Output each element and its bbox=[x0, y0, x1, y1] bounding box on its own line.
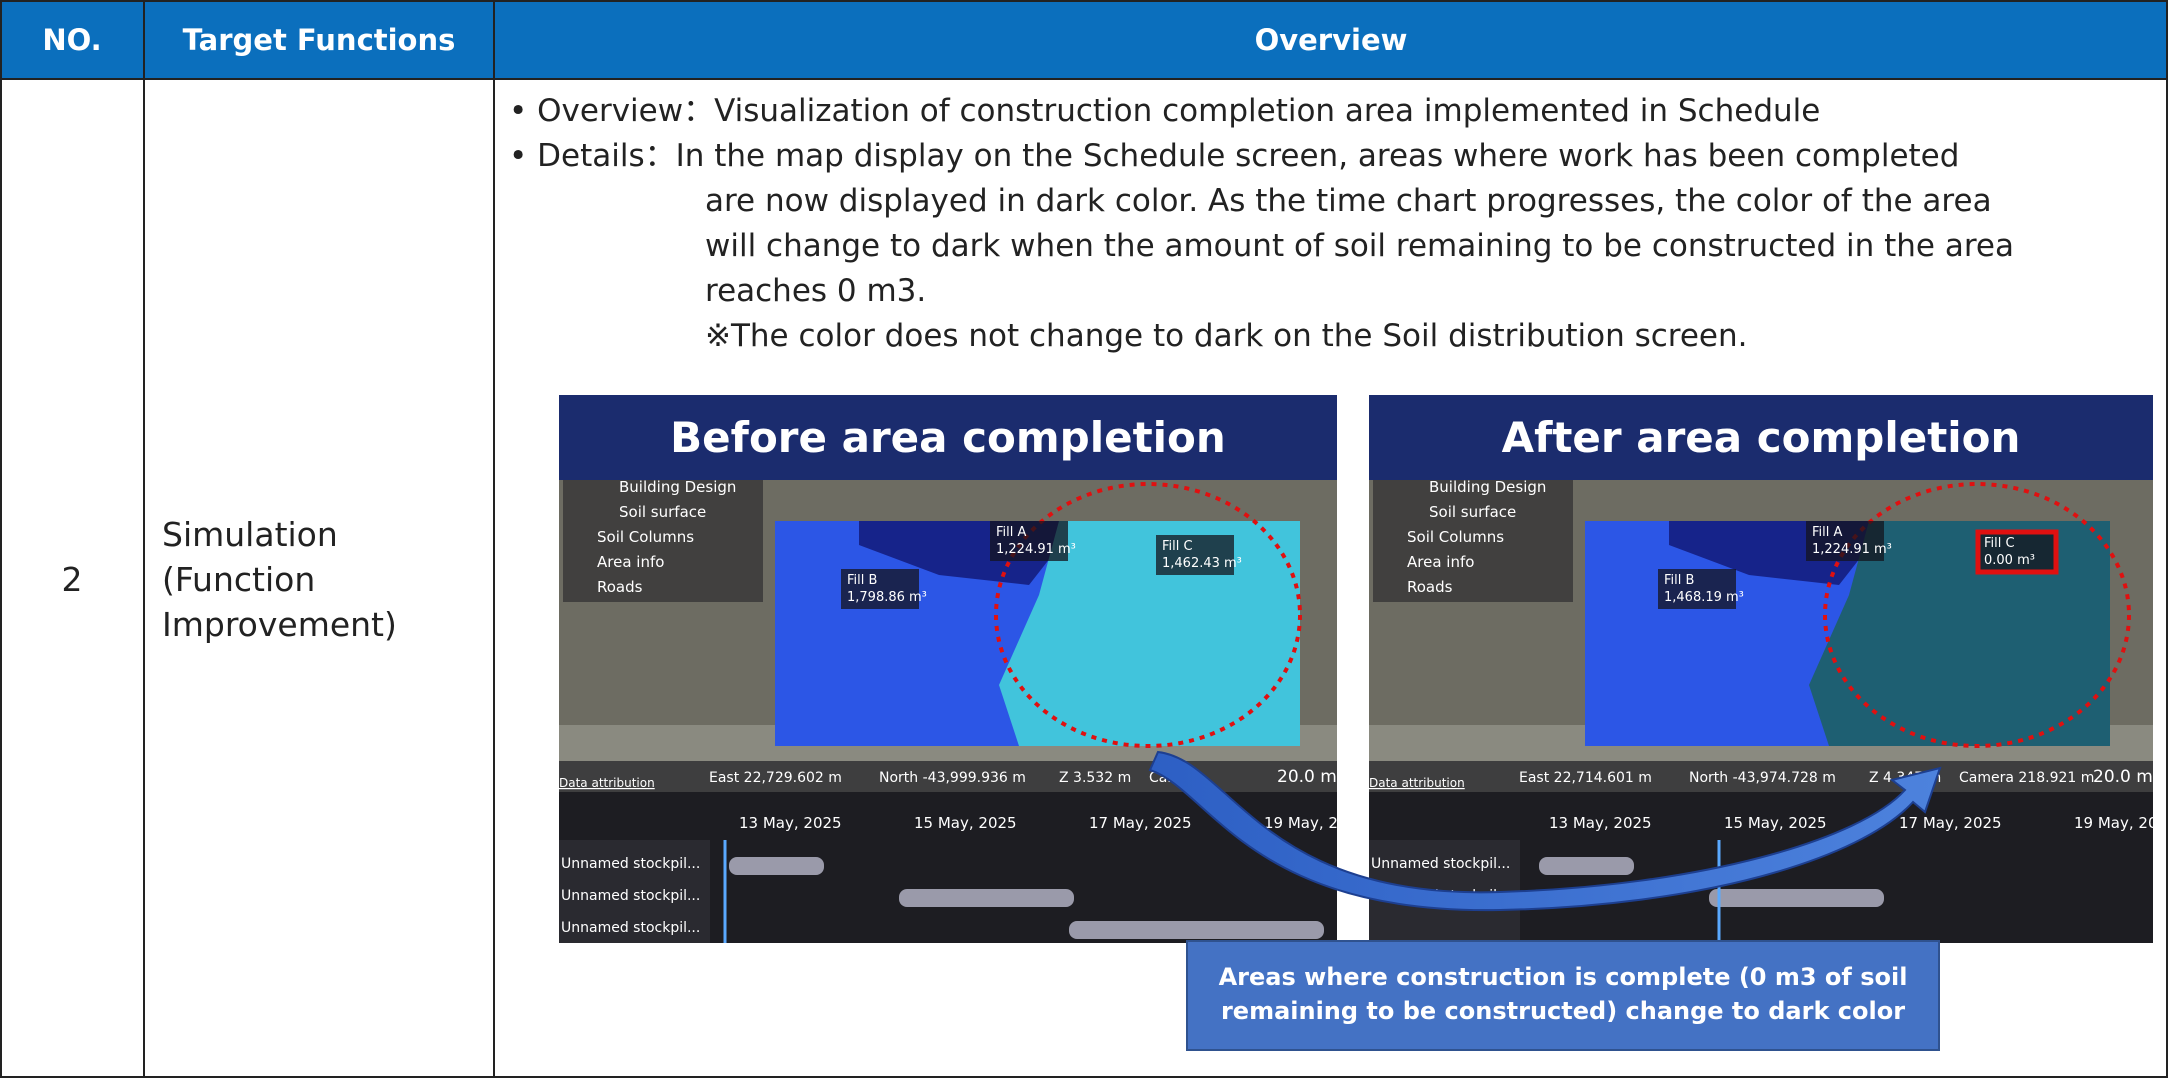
layer-item: Roads bbox=[597, 578, 643, 596]
function-line: Improvement) bbox=[162, 605, 397, 644]
layer-item: Building Design bbox=[619, 478, 736, 496]
layer-item: Soil Columns bbox=[597, 528, 694, 546]
area-name: Fill B bbox=[1664, 573, 1694, 588]
timeline-labels bbox=[559, 840, 710, 943]
schedule-bar bbox=[729, 857, 824, 875]
title-bar bbox=[559, 395, 1337, 480]
status-coord: Z 3.532 m bbox=[1059, 770, 1131, 786]
area-name: Fill B bbox=[847, 573, 877, 588]
row-function: Simulation (Function Improvement) bbox=[162, 512, 397, 647]
map-scale: 20.0 m bbox=[1277, 767, 1337, 787]
header-overview: Overview bbox=[494, 0, 2168, 79]
layer-item: Area info bbox=[597, 553, 664, 571]
schedule-bar bbox=[899, 889, 1074, 907]
area-label-box bbox=[990, 521, 1068, 561]
area-label-box bbox=[841, 569, 919, 609]
header-no: NO. bbox=[0, 0, 144, 79]
overview-line: ※The color does not change to dark on th… bbox=[705, 318, 1748, 354]
area-name: Fill C bbox=[1162, 539, 1193, 554]
overview-line: • Details：In the map display on the Sche… bbox=[509, 138, 1960, 174]
area-name: Fill A bbox=[996, 525, 1026, 540]
status-bar bbox=[1369, 761, 2153, 792]
col-divider bbox=[143, 0, 145, 1076]
area-label-box bbox=[1156, 535, 1234, 575]
area-label-box bbox=[1806, 521, 1884, 561]
schedule-bar bbox=[1539, 857, 1634, 875]
layer-item: Area info bbox=[1407, 553, 1474, 571]
callout: Areas where construction is complete (0 … bbox=[1186, 940, 1940, 1051]
timeline-date: 17 May, 2025 bbox=[1089, 814, 1192, 832]
area-volume: 0.00 m³ bbox=[1984, 553, 2035, 568]
function-line: Simulation bbox=[162, 515, 338, 554]
status-coord: East 22,729.602 m bbox=[709, 770, 842, 786]
overview-line: • Overview：Visualization of construction… bbox=[509, 93, 1821, 129]
status-coord: North -43,974.728 m bbox=[1689, 770, 1836, 786]
panel-title: Before area completion bbox=[670, 413, 1226, 462]
area-volume: 1,462.43 m³ bbox=[1162, 556, 1242, 571]
header-function: Target Functions bbox=[144, 0, 494, 79]
area-volume: 1,224.91 m³ bbox=[1812, 542, 1892, 557]
stockpile-name: Unnamed stockpil... bbox=[561, 888, 700, 904]
row-divider bbox=[0, 78, 2168, 80]
layer-panel bbox=[1373, 480, 1573, 602]
area-name: Fill C bbox=[1984, 536, 2015, 551]
timeline-date: 17 May, 2025 bbox=[1899, 814, 2002, 832]
layer-panel bbox=[563, 480, 763, 602]
schedule-bar bbox=[1709, 889, 1884, 907]
area-volume: 1,798.86 m³ bbox=[847, 590, 927, 605]
callout-line: remaining to be constructed) change to d… bbox=[1220, 997, 1906, 1025]
layer-item: Roads bbox=[1407, 578, 1453, 596]
function-line: (Function bbox=[162, 560, 316, 599]
stockpile-name: Unnamed stockpil... bbox=[561, 920, 700, 936]
panel-title: After area completion bbox=[1502, 413, 2021, 462]
layer-item: Soil surface bbox=[1429, 503, 1516, 521]
highlight-circle bbox=[994, 482, 1302, 748]
area-label-box bbox=[1975, 529, 2059, 575]
highlight-circle bbox=[1823, 482, 2131, 748]
schedule-bar bbox=[1069, 921, 1324, 939]
area-volume: 1,224.91 m³ bbox=[996, 542, 1076, 557]
area-fill-c bbox=[999, 521, 1300, 746]
timeline-date: 15 May, 2025 bbox=[914, 814, 1017, 832]
callout-line: Areas where construction is complete (0 … bbox=[1218, 963, 1908, 991]
app-screenshot: Before area completion Building Design Soi… bbox=[559, 395, 1337, 943]
area-name: Fill A bbox=[1812, 525, 1842, 540]
layer-item: Soil Columns bbox=[1407, 528, 1504, 546]
timeline-date: 19 May, 2025 bbox=[1264, 814, 1337, 832]
attribution: Data attribution bbox=[1369, 776, 1465, 790]
timeline-date: 19 May, 2025 bbox=[2074, 814, 2153, 832]
row-no: 2 bbox=[61, 560, 83, 599]
timeline-date: 15 May, 2025 bbox=[1724, 814, 1827, 832]
layer-item: Soil surface bbox=[619, 503, 706, 521]
attribution: Data attribution bbox=[559, 776, 655, 790]
status-coord: North -43,999.936 m bbox=[879, 770, 1026, 786]
status-coord: Camera 218.921 m bbox=[1959, 770, 2094, 786]
map-scale: 20.0 m bbox=[2093, 767, 2153, 787]
area-volume: 1,468.19 m³ bbox=[1664, 590, 1744, 605]
stockpile-name: Unnamed stockpil... bbox=[1371, 856, 1510, 872]
title-bar bbox=[1369, 395, 2153, 480]
overview-line: will change to dark when the amount of s… bbox=[705, 228, 2014, 264]
timeline-date: 13 May, 2025 bbox=[739, 814, 842, 832]
overview-line: reaches 0 m3. bbox=[705, 273, 927, 309]
area-label-box bbox=[1658, 569, 1736, 609]
overview-line: are now displayed in dark color. As the … bbox=[705, 183, 1992, 219]
curved-arrow bbox=[1148, 750, 1942, 912]
col-divider bbox=[493, 0, 495, 1076]
stockpile-name: Unnamed stockpil... bbox=[561, 856, 700, 872]
status-coord: East 22,714.601 m bbox=[1519, 770, 1652, 786]
area-fill-c bbox=[1809, 521, 2110, 746]
layer-item: Building Design bbox=[1429, 478, 1546, 496]
timeline-date: 13 May, 2025 bbox=[1549, 814, 1652, 832]
